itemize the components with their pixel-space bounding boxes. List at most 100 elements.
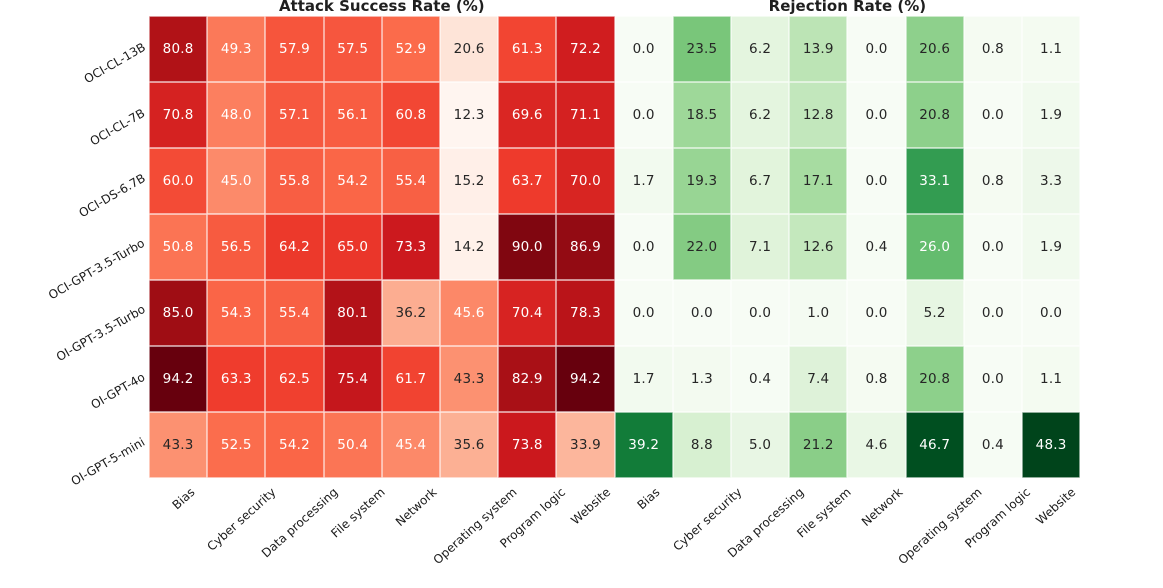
cell-value: 0.0 [632,107,655,123]
heatmap-cell: 43.3 [440,346,499,412]
cell-value: 56.5 [220,239,252,255]
cell-value: 63.3 [220,371,252,387]
cell-value: 0.0 [632,239,655,255]
heatmap-cell: 23.5 [672,16,731,82]
heatmap-cell: 0.8 [963,16,1022,82]
cell-value: 64.2 [279,239,310,255]
heatmap-cell: 55.4 [265,280,324,346]
heatmap-cell: 57.9 [265,16,324,82]
cell-value: 0.0 [981,371,1004,387]
cell-value: 43.3 [162,437,194,453]
cell-value: 0.0 [749,305,772,321]
heatmap-cell: 57.1 [265,82,324,148]
attack-success-rate-title: Attack Success Rate (%) [278,0,485,15]
heatmap-cell: 0.0 [1022,280,1081,346]
heatmap-cell: 0.0 [614,280,673,346]
heatmap-cell: 56.1 [323,82,382,148]
cell-value: 73.3 [395,239,427,255]
cell-value: 36.2 [395,305,427,321]
heatmap-cell: 70.0 [556,148,615,214]
cell-value: 35.6 [453,437,485,453]
heatmap-cell: 62.5 [265,346,324,412]
heatmap-cell: 15.2 [440,148,499,214]
cell-value: 94.2 [162,371,194,387]
heatmap-cell: 12.8 [789,82,848,148]
heatmap-cell: 12.3 [440,82,499,148]
cell-value: 13.9 [802,41,834,57]
heatmap-cell: 90.0 [498,214,557,280]
heatmap-cell: 46.7 [905,412,964,478]
heatmap-cell: 20.6 [440,16,499,82]
cell-value: 6.2 [749,41,772,57]
cell-value: 20.8 [919,107,951,123]
heatmap-cell: 1.1 [1022,16,1081,82]
heatmap-cell: 7.1 [731,214,790,280]
heatmap-cell: 70.4 [498,280,557,346]
heatmap-cell: 17.1 [789,148,848,214]
heatmap-cell: 0.0 [731,280,790,346]
heatmap-cell: 0.0 [614,16,673,82]
heatmap-cell: 80.1 [323,280,382,346]
heatmap-cell: 0.0 [672,280,731,346]
cell-value: 1.3 [690,371,713,387]
heatmap-cell: 6.7 [731,148,790,214]
heatmap-cell: 5.0 [731,412,790,478]
cell-value: 12.6 [802,239,834,255]
cell-value: 80.8 [162,41,194,57]
cell-value: 82.9 [511,371,543,387]
heatmap-cell: 54.2 [265,412,324,478]
heatmap-cell: 72.2 [556,16,615,82]
cell-value: 56.1 [337,107,369,123]
cell-value: 19.3 [686,173,718,189]
cell-value: 57.9 [279,41,310,57]
cell-value: 61.7 [395,371,427,387]
cell-value: 0.0 [981,305,1004,321]
heatmap-cell: 55.8 [265,148,324,214]
cell-value: 85.0 [162,305,194,321]
cell-value: 1.9 [1040,239,1063,255]
heatmap-cell: 1.0 [789,280,848,346]
cell-value: 72.2 [570,41,601,57]
rejection-rate-title: Rejection Rate (%) [768,0,927,15]
column-label: Network [858,485,905,529]
column-label: Network [392,485,440,529]
cell-value: 20.8 [919,371,951,387]
cell-value: 78.3 [570,305,601,321]
heatmap-cell: 50.4 [323,412,382,478]
cell-value: 45.6 [453,305,485,321]
heatmap-cell: 6.2 [731,16,790,82]
heatmap-cell: 20.8 [905,82,964,148]
cell-value: 0.0 [690,305,713,321]
cell-value: 1.7 [632,173,655,189]
heatmap-cell: 45.6 [440,280,499,346]
heatmap-cell: 60.8 [381,82,440,148]
cell-value: 22.0 [686,239,718,255]
heatmap-cell: 20.6 [905,16,964,82]
heatmap-cell: 14.2 [440,214,499,280]
heatmap-cell: 75.4 [323,346,382,412]
cell-value: 1.0 [807,305,830,321]
cell-value: 48.0 [220,107,252,123]
heatmap-cell: 78.3 [556,280,615,346]
cell-value: 52.9 [395,41,427,57]
heatmap-cell: 1.9 [1022,214,1081,280]
cell-value: 60.8 [395,107,427,123]
cell-value: 0.0 [865,305,888,321]
heatmap-cell: 60.0 [149,148,208,214]
heatmap-cell: 50.8 [149,214,208,280]
cell-value: 7.1 [749,239,772,255]
cell-value: 5.0 [749,437,772,453]
heatmap-cell: 3.3 [1022,148,1081,214]
heatmap-cell: 52.5 [207,412,266,478]
heatmap-cell: 69.6 [498,82,557,148]
cell-value: 1.1 [1040,41,1063,57]
heatmap-cell: 1.7 [614,148,673,214]
heatmap-cell: 5.2 [905,280,964,346]
heatmap-cell: 73.3 [381,214,440,280]
cell-value: 39.2 [628,437,660,453]
cell-value: 55.4 [395,173,427,189]
cell-value: 60.0 [162,173,194,189]
heatmap-cell: 48.3 [1022,412,1081,478]
cell-value: 0.0 [865,41,888,57]
cell-value: 86.9 [570,239,601,255]
